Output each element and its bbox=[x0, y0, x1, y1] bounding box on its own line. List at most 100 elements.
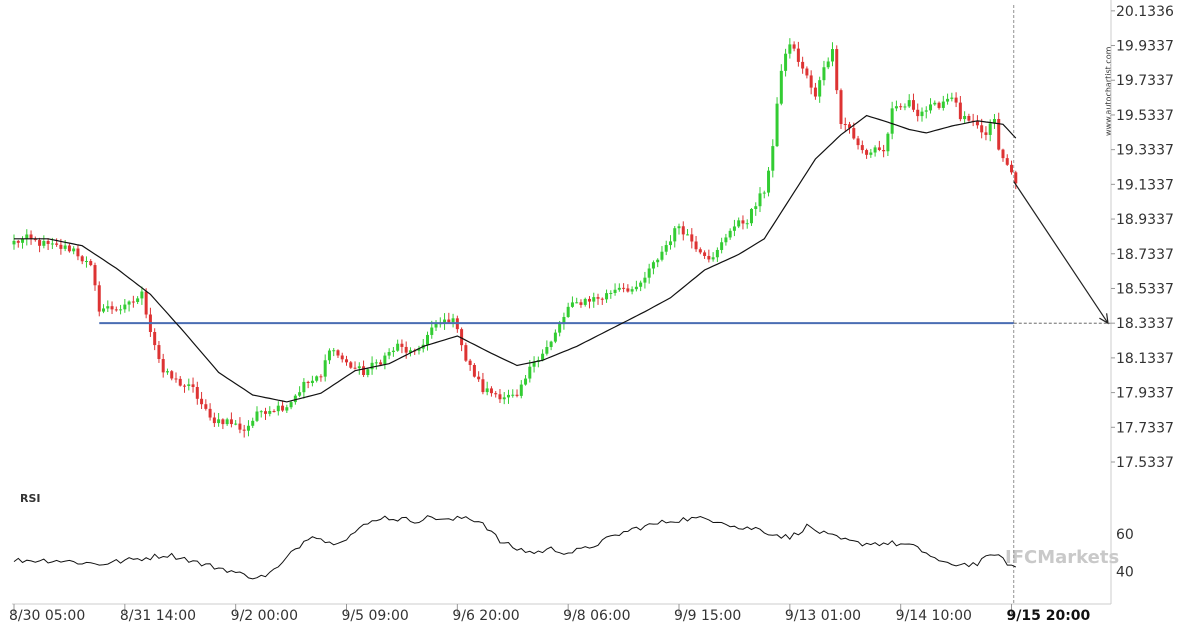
watermark-url: www.autochartist.com bbox=[1104, 46, 1113, 136]
candle-up bbox=[323, 360, 327, 377]
candle-up bbox=[558, 324, 562, 333]
time-tick-label: 9/5 09:00 bbox=[342, 608, 409, 624]
candle-up bbox=[830, 49, 834, 62]
candle-up bbox=[617, 287, 621, 290]
candle-up bbox=[784, 53, 788, 71]
forecast-arrow-head bbox=[1099, 313, 1109, 325]
candle-down bbox=[967, 115, 971, 121]
candle-down bbox=[472, 364, 476, 377]
price-tick-label: 19.7337 bbox=[1116, 73, 1174, 89]
candle-up bbox=[869, 152, 873, 155]
candle-down bbox=[110, 306, 114, 310]
candle-up bbox=[605, 293, 609, 300]
candle-up bbox=[639, 282, 643, 287]
price-tick-label: 19.9337 bbox=[1116, 39, 1174, 55]
candle-up bbox=[217, 419, 221, 424]
candle-down bbox=[242, 429, 246, 431]
candle-up bbox=[924, 110, 928, 112]
brand-watermark: IFCMarkets bbox=[1005, 547, 1119, 568]
candle-up bbox=[737, 220, 741, 227]
candle-down bbox=[114, 309, 118, 311]
candle-up bbox=[289, 402, 293, 408]
candle-up bbox=[511, 394, 515, 396]
candle-down bbox=[264, 411, 268, 414]
candle-up bbox=[255, 411, 259, 421]
candle-up bbox=[992, 118, 996, 124]
candle-down bbox=[980, 125, 984, 133]
candle-down bbox=[144, 291, 148, 315]
candle-up bbox=[42, 241, 46, 246]
candle-down bbox=[174, 378, 178, 380]
candle-up bbox=[298, 392, 302, 396]
candle-up bbox=[276, 405, 280, 412]
candle-down bbox=[468, 360, 472, 365]
candle-up bbox=[310, 380, 314, 384]
candle-down bbox=[975, 120, 979, 126]
price-tick-label: 19.3337 bbox=[1116, 143, 1174, 159]
candle-down bbox=[579, 302, 583, 305]
candle-up bbox=[426, 334, 430, 345]
candle-down bbox=[349, 362, 353, 368]
candle-down bbox=[336, 350, 340, 356]
candle-down bbox=[481, 379, 485, 393]
candle-up bbox=[609, 292, 613, 294]
candle-down bbox=[46, 241, 50, 244]
forecast-arrow-line bbox=[1013, 181, 1109, 324]
candle-down bbox=[340, 355, 344, 360]
candle-up bbox=[374, 362, 378, 364]
candle-down bbox=[29, 234, 33, 239]
candle-down bbox=[600, 298, 604, 300]
candle-up bbox=[549, 341, 553, 348]
candle-up bbox=[187, 384, 191, 386]
candle-up bbox=[165, 371, 169, 373]
candle-up bbox=[715, 249, 719, 258]
candle-up bbox=[779, 70, 783, 104]
candle-down bbox=[796, 48, 800, 62]
candle-down bbox=[204, 404, 208, 409]
candle-down bbox=[183, 385, 187, 387]
time-tick-label: 9/13 01:00 bbox=[785, 608, 861, 624]
candle-up bbox=[506, 394, 510, 398]
candle-down bbox=[55, 243, 59, 245]
candle-up bbox=[25, 234, 29, 239]
candle-up bbox=[21, 238, 25, 243]
candle-down bbox=[191, 384, 195, 387]
candle-up bbox=[524, 378, 528, 385]
candle-up bbox=[259, 411, 263, 413]
candle-up bbox=[225, 419, 229, 425]
candle-down bbox=[93, 265, 97, 286]
candle-down bbox=[1001, 149, 1005, 159]
candle-down bbox=[379, 362, 383, 365]
candle-up bbox=[123, 304, 127, 310]
candle-down bbox=[1010, 164, 1014, 173]
candle-up bbox=[660, 251, 664, 260]
candle-up bbox=[434, 323, 438, 328]
candle-up bbox=[651, 262, 655, 269]
price-tick-label: 19.5337 bbox=[1116, 108, 1174, 124]
candle-up bbox=[873, 147, 877, 153]
candle-down bbox=[984, 132, 988, 135]
candle-down bbox=[212, 417, 216, 424]
candle-down bbox=[626, 288, 630, 292]
candle-down bbox=[281, 405, 285, 411]
time-tick-label: 9/6 20:00 bbox=[452, 608, 519, 624]
rsi-tick-label: 40 bbox=[1116, 565, 1134, 581]
candle-up bbox=[285, 407, 289, 411]
candle-up bbox=[545, 347, 549, 354]
time-tick-label: 9/14 10:00 bbox=[896, 608, 972, 624]
candle-down bbox=[801, 61, 805, 69]
candle-up bbox=[251, 420, 255, 426]
candle-down bbox=[404, 346, 408, 353]
candle-down bbox=[97, 285, 101, 312]
price-tick-label: 17.5337 bbox=[1116, 455, 1174, 471]
price-tick-label: 18.7337 bbox=[1116, 247, 1174, 263]
candle-up bbox=[391, 350, 395, 353]
candle-down bbox=[178, 378, 182, 386]
candle-down bbox=[489, 388, 493, 394]
price-tick-label: 18.1337 bbox=[1116, 351, 1174, 367]
candle-down bbox=[345, 359, 349, 363]
candle-down bbox=[681, 226, 685, 235]
candle-down bbox=[707, 255, 711, 260]
